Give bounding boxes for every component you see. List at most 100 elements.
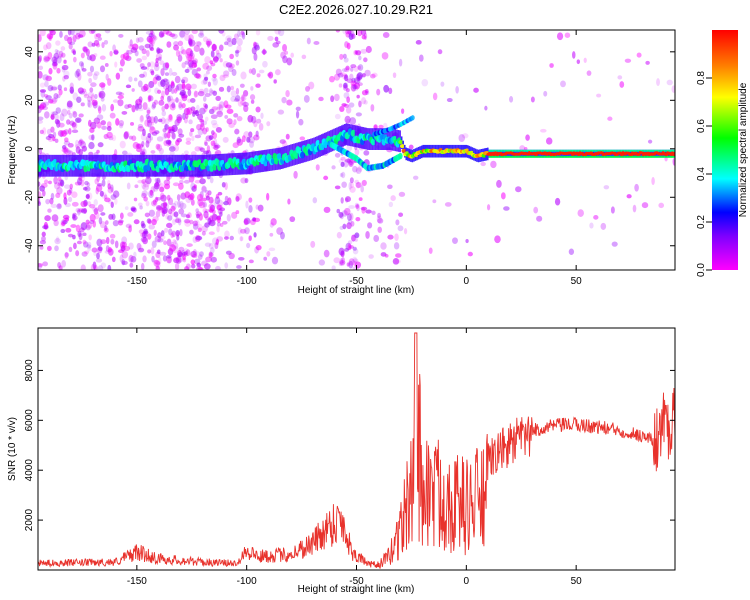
spectrogram-cell	[130, 207, 136, 212]
spectrogram-cell	[244, 227, 250, 235]
spectrogram-cell	[645, 60, 650, 65]
spectrogram-cell	[199, 251, 204, 257]
spectrogram-cell	[179, 200, 184, 209]
spectrogram-cell	[619, 81, 625, 88]
spectrogram-cell	[112, 190, 120, 198]
spectrogram-cell	[444, 202, 452, 207]
spectrogram-cell	[208, 88, 214, 96]
spectrogram-cell	[203, 87, 209, 94]
colorbar-gradient	[712, 30, 738, 270]
spectrogram-cell	[266, 251, 271, 257]
spectrogram-cell	[187, 54, 194, 63]
spectrogram-cell	[554, 155, 557, 158]
spectrogram-cell	[177, 254, 184, 263]
spectrogram-cell	[106, 131, 113, 139]
spectrogram-cell	[352, 246, 357, 251]
spectrogram-cell	[101, 125, 108, 130]
spectrogram-cell	[289, 216, 296, 223]
spectrogram-cell	[540, 149, 543, 152]
spectrogram-cell	[536, 155, 538, 158]
spectrogram-cell	[349, 30, 355, 37]
spectrogram-cell	[617, 149, 620, 152]
spectrogram-cell	[617, 155, 620, 158]
spectrogram-cell	[347, 240, 353, 245]
spectrogram-cell	[224, 236, 229, 240]
spectrogram-cell	[657, 155, 660, 158]
spectrogram-cell	[186, 243, 193, 247]
spectrogram-cell	[172, 182, 180, 187]
spectrogram-cell	[71, 129, 79, 134]
spectrogram-cell	[49, 197, 54, 205]
spectrogram-cell	[517, 149, 520, 152]
spectrogram-cell	[363, 150, 370, 156]
spectrogram-cell	[272, 42, 280, 48]
spectrogram-cell	[61, 260, 66, 268]
y-tick-label: 8000	[24, 359, 35, 382]
spectrogram-cell	[107, 186, 114, 194]
spectrogram-cell	[619, 155, 621, 158]
spectrogram-cell	[673, 155, 675, 158]
spectrogram-cell	[74, 181, 82, 186]
y-tick-label: 2000	[24, 509, 35, 532]
spectrogram-cell	[137, 36, 144, 43]
spectrogram-cell	[141, 55, 148, 61]
spectrogram-cell	[90, 30, 96, 34]
spectrogram-cell	[338, 211, 344, 218]
spectrogram-cell	[653, 149, 655, 152]
spectrogram-cell	[50, 85, 58, 92]
spectrogram-cell	[218, 30, 225, 34]
spectrogram-cell	[226, 85, 231, 93]
spectrogram-cell	[201, 186, 208, 193]
spectrogram-cell	[141, 223, 146, 229]
spectrogram-cell	[110, 238, 115, 245]
spectrogram-cell	[166, 238, 172, 247]
spectrogram-cell	[395, 219, 400, 226]
spectrogram-cell	[642, 149, 644, 152]
spectrogram-cell	[195, 219, 200, 226]
spectrogram-cell	[643, 155, 646, 158]
spectrogram-cell	[410, 115, 415, 121]
snr-x-label: Height of straight line (km)	[298, 584, 415, 595]
spectrogram-cell	[258, 69, 265, 74]
spectrogram-cell	[237, 227, 243, 235]
spectrogram-cell	[219, 74, 226, 82]
spectrogram-cell	[330, 95, 335, 103]
y-tick-label: 4000	[24, 459, 35, 482]
spectrogram-cell	[530, 96, 535, 103]
spectrogram-cell	[531, 149, 534, 152]
spectrogram-cell	[42, 105, 49, 111]
spectrogram-cell	[60, 220, 66, 228]
spectrogram-cell	[219, 58, 223, 63]
spectrogram-cell	[69, 183, 73, 190]
spectrogram-cell	[141, 182, 147, 190]
spectrogram-cell	[131, 88, 135, 92]
spectrogram-cell	[467, 251, 473, 257]
spectrogram-cell	[308, 81, 315, 90]
spectrogram-cell	[193, 184, 197, 189]
spectrogram-cell	[142, 183, 149, 191]
spectrogram-cell	[115, 91, 123, 96]
spectrogram-cell	[178, 179, 184, 185]
spectrogram-cell	[75, 68, 81, 77]
spectrogram-cell	[176, 116, 182, 124]
spectrogram-cell	[206, 40, 211, 48]
spectrogram-cell	[503, 206, 510, 211]
spectrogram-cell	[127, 103, 133, 108]
spectrogram-cell	[138, 45, 145, 51]
spectrogram-cell	[183, 150, 189, 155]
spectrogram-cell	[632, 204, 637, 213]
spectrogram-cell	[178, 50, 183, 55]
spectrogram-cell	[215, 238, 220, 246]
spectrogram-cell	[156, 136, 164, 142]
spectrogram-cell	[371, 72, 378, 78]
spectrogram-cell	[189, 229, 194, 235]
spectrogram-cell	[573, 149, 575, 152]
spectrogram-cell	[147, 132, 152, 139]
spectrogram-cell	[80, 179, 85, 187]
spectrogram-cell	[262, 48, 266, 56]
spectrogram-cell	[530, 149, 532, 152]
spectrogram-cell	[577, 149, 580, 152]
spectrogram-cell	[162, 131, 168, 140]
spectrogram-cell	[151, 104, 156, 110]
spectrogram-cell	[112, 44, 116, 52]
